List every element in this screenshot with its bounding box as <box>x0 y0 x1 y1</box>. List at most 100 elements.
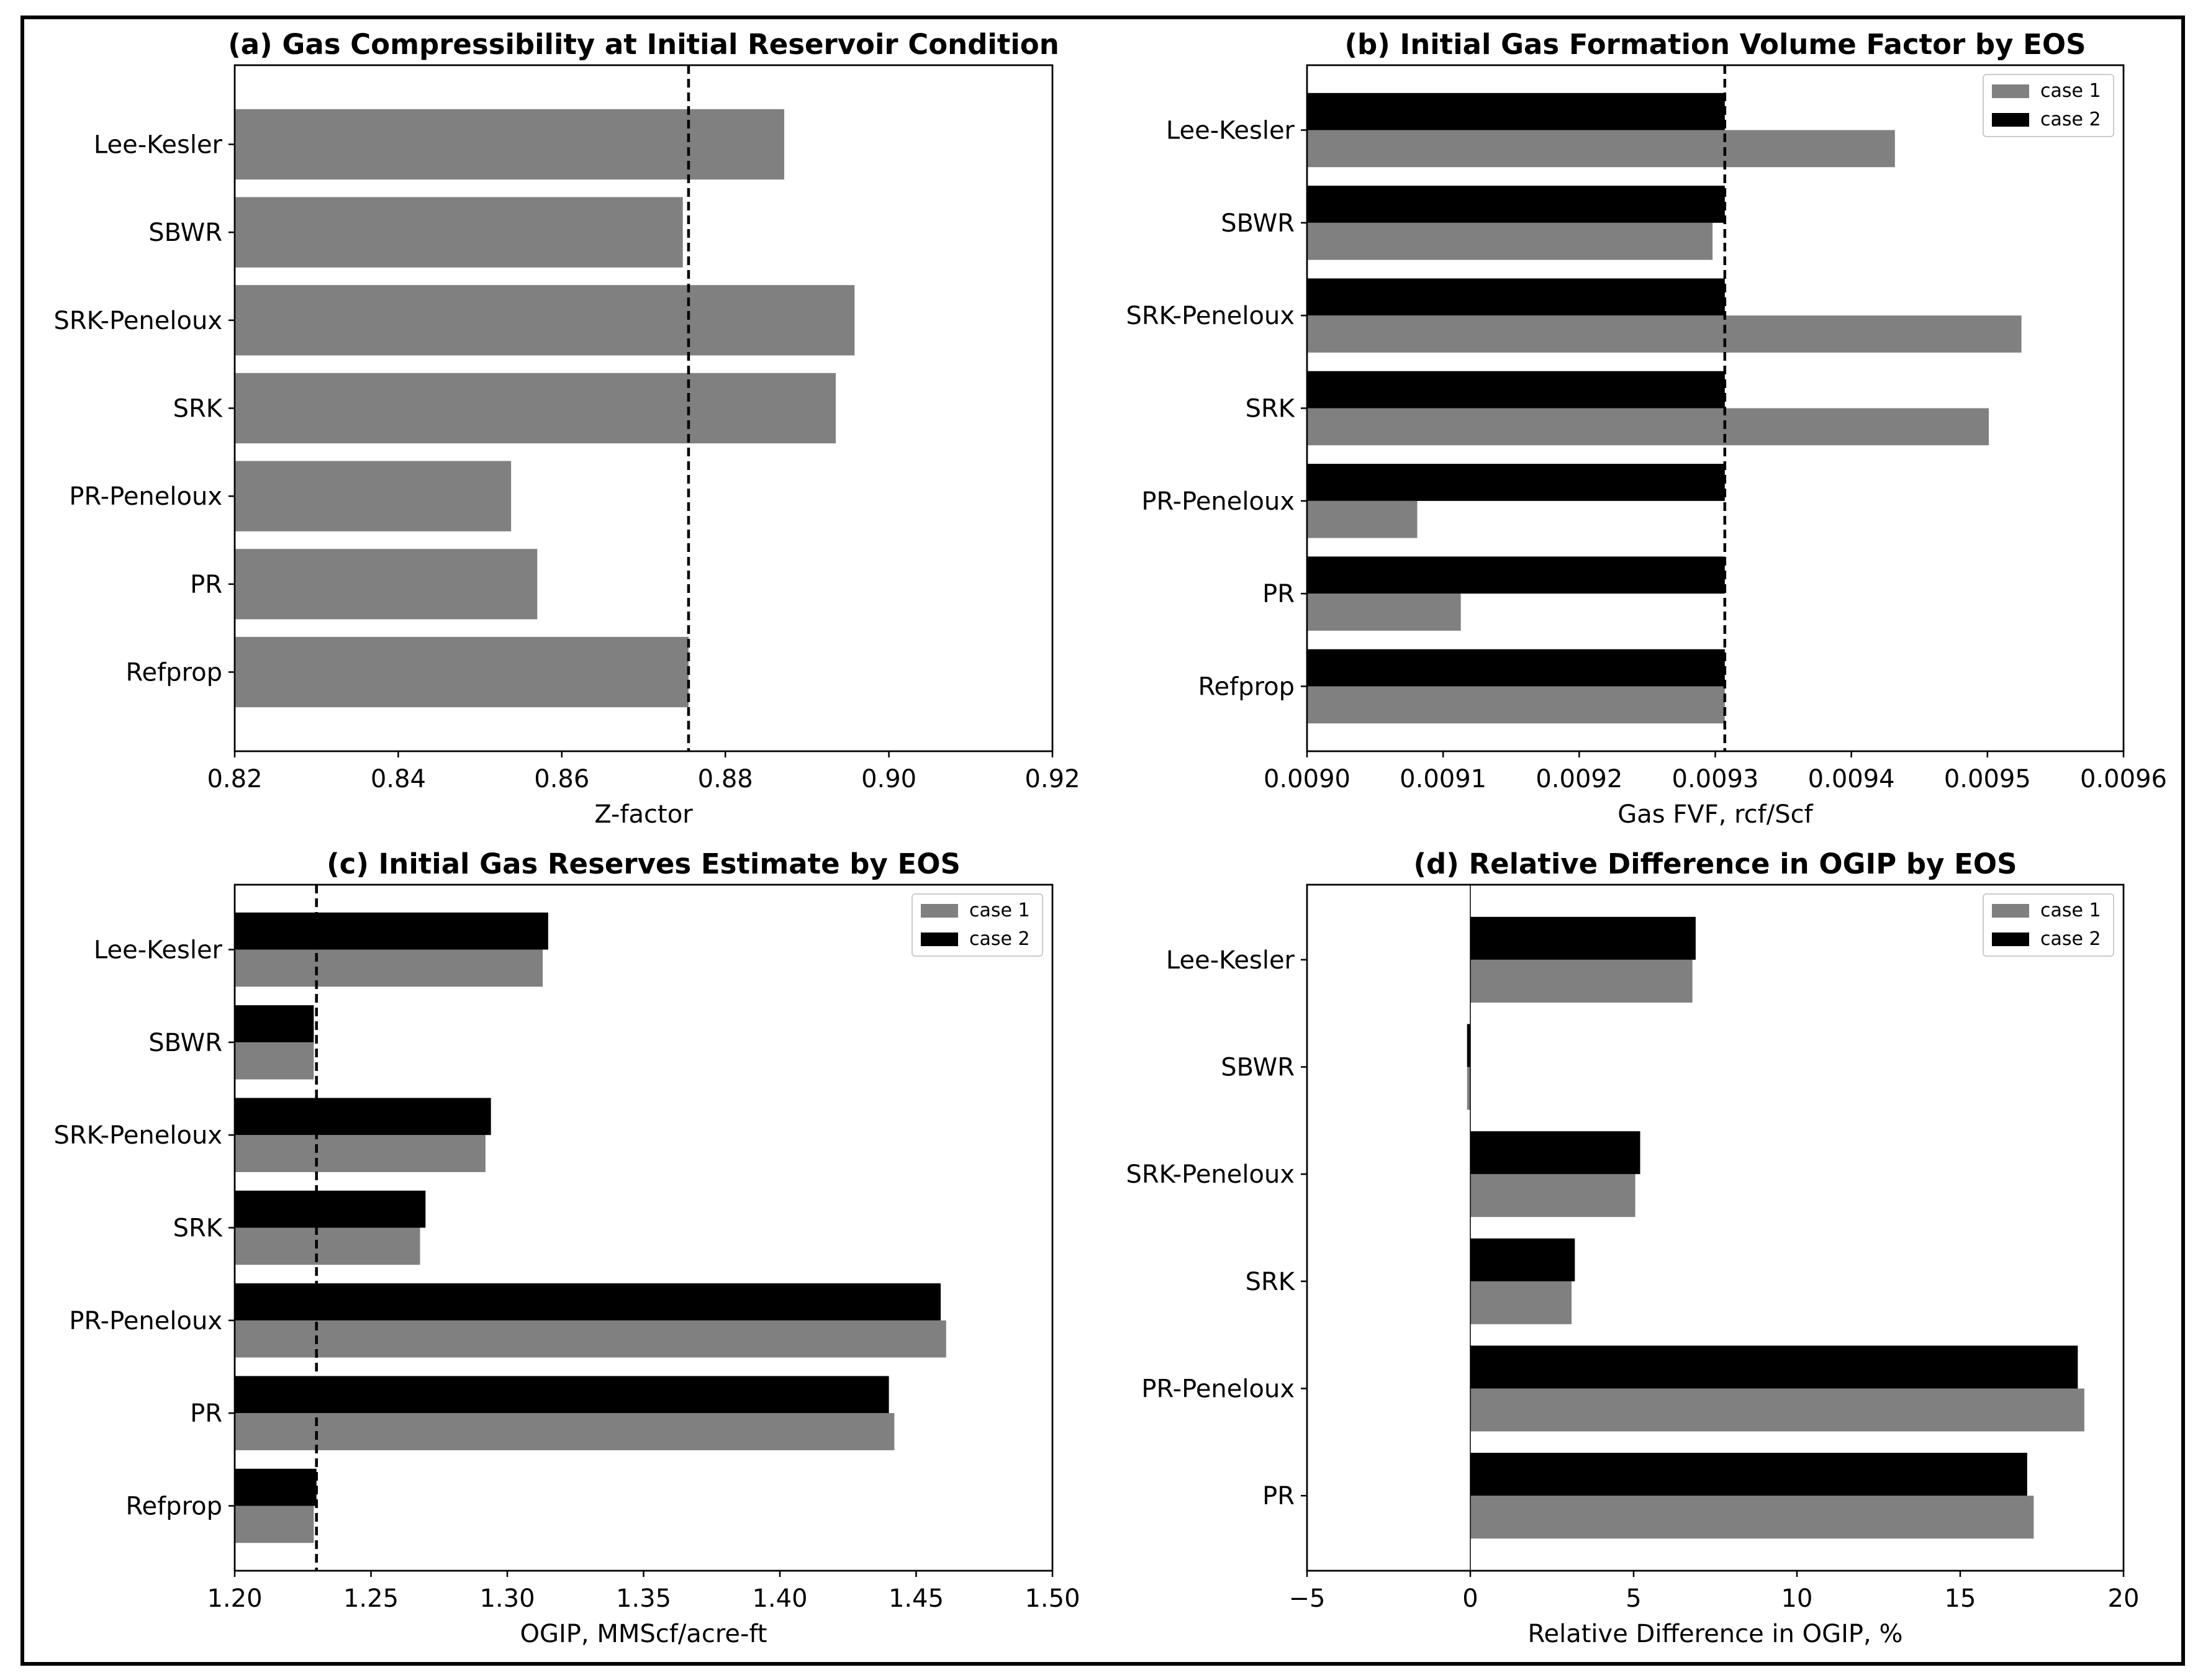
chart-title: (d) Relative Difference in OGIP by EOS <box>1413 847 2017 880</box>
legend-entry: case 2 <box>2040 109 2101 130</box>
x-tick-label: 5 <box>1626 1584 1641 1613</box>
chart-title: (c) Initial Gas Reserves Estimate by EOS <box>327 847 961 880</box>
bar-srk-case2 <box>235 1190 426 1228</box>
y-tick-label: Lee-Kesler <box>1166 946 1295 975</box>
x-tick-label: 15 <box>1945 1584 1976 1613</box>
bar-lee-kesler <box>235 109 785 180</box>
bar-sbwr-case1 <box>1307 222 1713 260</box>
bar-pr-peneloux-case1 <box>235 1320 946 1358</box>
x-tick-label: 0.82 <box>207 765 262 793</box>
x-axis-label: Gas FVF, rcf/Scf <box>1617 800 1813 829</box>
bar-srk-peneloux-case2 <box>235 1098 491 1136</box>
y-tick-label: PR-Peneloux <box>1141 1375 1295 1403</box>
bar-lee-kesler-case2 <box>1470 916 1696 960</box>
y-tick-label: SBWR <box>1221 209 1295 238</box>
legend-swatch <box>921 904 958 918</box>
legend-swatch <box>921 933 958 946</box>
y-tick-label: SBWR <box>1221 1054 1295 1082</box>
x-tick-label: 1.20 <box>207 1584 262 1613</box>
legend-swatch <box>1992 933 2029 946</box>
x-tick-label: 0.0092 <box>1536 765 1622 793</box>
bar-sbwr <box>235 197 683 268</box>
bar-pr-peneloux-case1 <box>1470 1388 2084 1432</box>
bar-lee-kesler-case2 <box>1307 93 1725 130</box>
y-tick-label: SRK <box>173 1214 224 1243</box>
x-tick-label: 1.30 <box>479 1584 535 1613</box>
y-tick-label: Lee-Kesler <box>1166 117 1295 145</box>
bar-refprop <box>235 636 689 708</box>
x-tick-label: 1.40 <box>752 1584 807 1613</box>
x-tick-label: 0.88 <box>698 765 753 793</box>
bar-pr-peneloux-case2 <box>1307 464 1725 501</box>
bar-refprop-case1 <box>1307 686 1725 724</box>
bar-refprop-case2 <box>235 1468 317 1506</box>
y-tick-label: SRK-Peneloux <box>53 307 222 335</box>
bar-pr-peneloux-case2 <box>1470 1345 2078 1389</box>
panel-c-ogip: Refprop PR PR-Peneloux SRK SRK-Peneloux SBWR L… <box>53 847 1080 1648</box>
y-tick-label: PR <box>190 1399 222 1428</box>
x-tick-label: 0.92 <box>1025 765 1080 793</box>
legend-entry: case 1 <box>2040 900 2101 921</box>
y-tick-label: SBWR <box>148 219 222 247</box>
y-tick-label: Refprop <box>125 1492 222 1520</box>
bar-srk-case2 <box>1470 1238 1575 1281</box>
legend-entry: case 2 <box>969 928 1030 950</box>
legend: case 1 case 2 <box>1983 893 2114 957</box>
bar-sbwr-case2 <box>1307 186 1725 223</box>
panel-b-gas-fvf: Refprop PR PR-Peneloux SRK SRK-Peneloux SBWR L… <box>1126 28 2167 829</box>
bar-srk-case1 <box>235 1227 420 1265</box>
bar-pr-case1 <box>235 1413 895 1450</box>
legend-swatch <box>1992 904 2029 918</box>
bar-srk-case2 <box>1307 371 1725 409</box>
bar-srk-peneloux <box>235 285 855 356</box>
y-tick-label: PR-Peneloux <box>69 1307 222 1335</box>
bar-srk-peneloux-case1 <box>1470 1174 1635 1217</box>
bar-srk-case1 <box>1470 1281 1572 1324</box>
y-tick-label: SRK-Peneloux <box>53 1121 222 1150</box>
bar-srk-peneloux-case1 <box>1307 315 2022 353</box>
legend-swatch <box>1992 84 2029 98</box>
legend: case 1 case 2 <box>1983 74 2114 137</box>
y-tick-label: Lee-Kesler <box>94 131 223 160</box>
x-tick-label: 0.0096 <box>2080 765 2167 793</box>
y-tick-label: PR <box>1262 1482 1295 1511</box>
bar-lee-kesler-case1 <box>235 949 543 987</box>
x-tick-label: 1.50 <box>1025 1584 1080 1613</box>
y-tick-label: SRK <box>173 395 224 423</box>
bar-pr-peneloux <box>235 461 512 531</box>
x-tick-label: 10 <box>1781 1584 1813 1613</box>
bar-refprop-case1 <box>235 1506 314 1543</box>
y-tick-label: PR-Peneloux <box>69 482 222 511</box>
bar-sbwr-case2 <box>235 1005 314 1042</box>
y-tick-label: PR-Peneloux <box>1141 487 1295 516</box>
legend: case 1 case 2 <box>912 893 1043 957</box>
bar-pr-case1 <box>1470 1496 2034 1539</box>
y-tick-label: Refprop <box>1198 672 1295 701</box>
bar-pr-peneloux-case2 <box>235 1283 941 1321</box>
bar-srk-peneloux-case1 <box>235 1135 486 1172</box>
x-axis-label: Relative Difference in OGIP, % <box>1528 1620 1903 1648</box>
x-tick-label: 0.0095 <box>1944 765 2031 793</box>
bar-pr-case2 <box>235 1376 889 1414</box>
x-tick-label: 0.84 <box>371 765 426 793</box>
bar-pr-peneloux-case1 <box>1307 500 1418 538</box>
bar-pr-case2 <box>1307 556 1725 594</box>
legend-entry: case 2 <box>2040 928 2101 950</box>
y-tick-label: SRK-Peneloux <box>1126 302 1295 330</box>
x-tick-label: 0.0093 <box>1672 765 1759 793</box>
x-tick-label: 1.25 <box>343 1584 399 1613</box>
bar-srk <box>235 373 836 444</box>
y-tick-label: PR <box>1262 580 1295 608</box>
bar-sbwr-case1 <box>1467 1067 1470 1110</box>
bar-srk-peneloux-case2 <box>1307 278 1725 316</box>
panel-a-gas-compressibility: Refprop PR PR-Peneloux SRK SRK-Peneloux SBWR L… <box>53 28 1080 829</box>
bar-lee-kesler-case1 <box>1307 130 1895 168</box>
y-tick-label: SRK <box>1246 395 1296 423</box>
bar-pr-case2 <box>1470 1453 2027 1496</box>
bar-lee-kesler-case2 <box>235 912 548 950</box>
x-tick-label: 0.0094 <box>1808 765 1895 793</box>
x-tick-label: 0.0090 <box>1264 765 1350 793</box>
y-tick-label: SBWR <box>148 1029 222 1057</box>
x-tick-label: −5 <box>1289 1584 1326 1613</box>
